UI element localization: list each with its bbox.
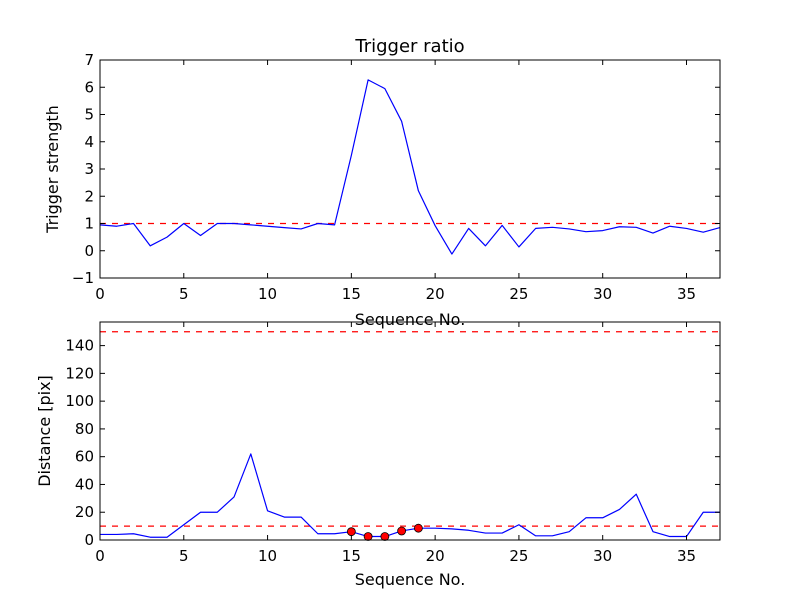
trigger-ytick-label: 2 (84, 187, 94, 205)
trigger-xtick-label: 10 (258, 285, 277, 303)
distance-xtick-label: 20 (426, 547, 445, 565)
trigger-xtick-label: 30 (593, 285, 612, 303)
distance-xtick-label: 35 (677, 547, 696, 565)
distance-plot-ticks: 0 5 10 15 20 25 30 35 0 20 40 60 80 100 120 140 (65, 322, 720, 565)
trigger-xtick-label: 0 (95, 285, 105, 303)
distance-plot-frame (99, 321, 721, 541)
trigger-xtick-label: 15 (342, 285, 361, 303)
distance-marker-point (413, 523, 423, 533)
distance-xtick-label: 30 (593, 547, 612, 565)
distance-ytick-label: 40 (75, 475, 94, 493)
distance-xtick-label: 25 (509, 547, 528, 565)
trigger-ytick-label: 0 (84, 242, 94, 260)
distance-ytick-label: 20 (75, 503, 94, 521)
trigger-xtick-label: 5 (179, 285, 189, 303)
distance-plot-xlabel: Sequence No. (355, 570, 466, 589)
distance-series-line (100, 453, 720, 538)
trigger-series-line (99, 79, 721, 255)
trigger-ytick-label: −1 (72, 269, 94, 287)
trigger-xtick-label: 35 (677, 285, 696, 303)
distance-plot-marks (100, 331, 720, 541)
distance-ytick-label: 80 (75, 420, 94, 438)
distance-plot: 0 5 10 15 20 25 30 35 0 20 40 60 80 100 120 140 Sequenc… (35, 321, 721, 589)
trigger-plot-title: Trigger ratio (354, 36, 464, 57)
trigger-ytick-label: 1 (84, 215, 94, 233)
distance-ytick-label: 140 (65, 337, 94, 355)
distance-xtick-label: 15 (342, 547, 361, 565)
distance-ytick-label: 120 (65, 364, 94, 382)
trigger-ytick-label: 7 (84, 51, 94, 69)
distance-marker-point (397, 526, 407, 536)
distance-xtick-label: 0 (95, 547, 105, 565)
trigger-plot-ylabel: Trigger strength (43, 105, 62, 234)
trigger-ytick-label: 3 (84, 160, 94, 178)
distance-plot-ylabel: Distance [pix] (35, 375, 54, 487)
distance-marker-point (380, 532, 390, 541)
trigger-ytick-label: 6 (84, 78, 94, 96)
distance-ytick-label: 60 (75, 448, 94, 466)
distance-marker-point (346, 527, 356, 537)
trigger-xtick-label: 20 (426, 285, 445, 303)
trigger-ytick-label: 4 (84, 133, 94, 151)
distance-ytick-label: 100 (65, 392, 94, 410)
distance-xtick-label: 10 (258, 547, 277, 565)
trigger-xtick-label: 25 (509, 285, 528, 303)
distance-marker-point (363, 532, 373, 541)
distance-xtick-label: 5 (179, 547, 189, 565)
trigger-ytick-label: 5 (84, 106, 94, 124)
distance-ytick-label: 0 (84, 531, 94, 549)
trigger-plot-xlabel: Sequence No. (355, 310, 466, 329)
trigger-plot-marks (99, 79, 721, 255)
